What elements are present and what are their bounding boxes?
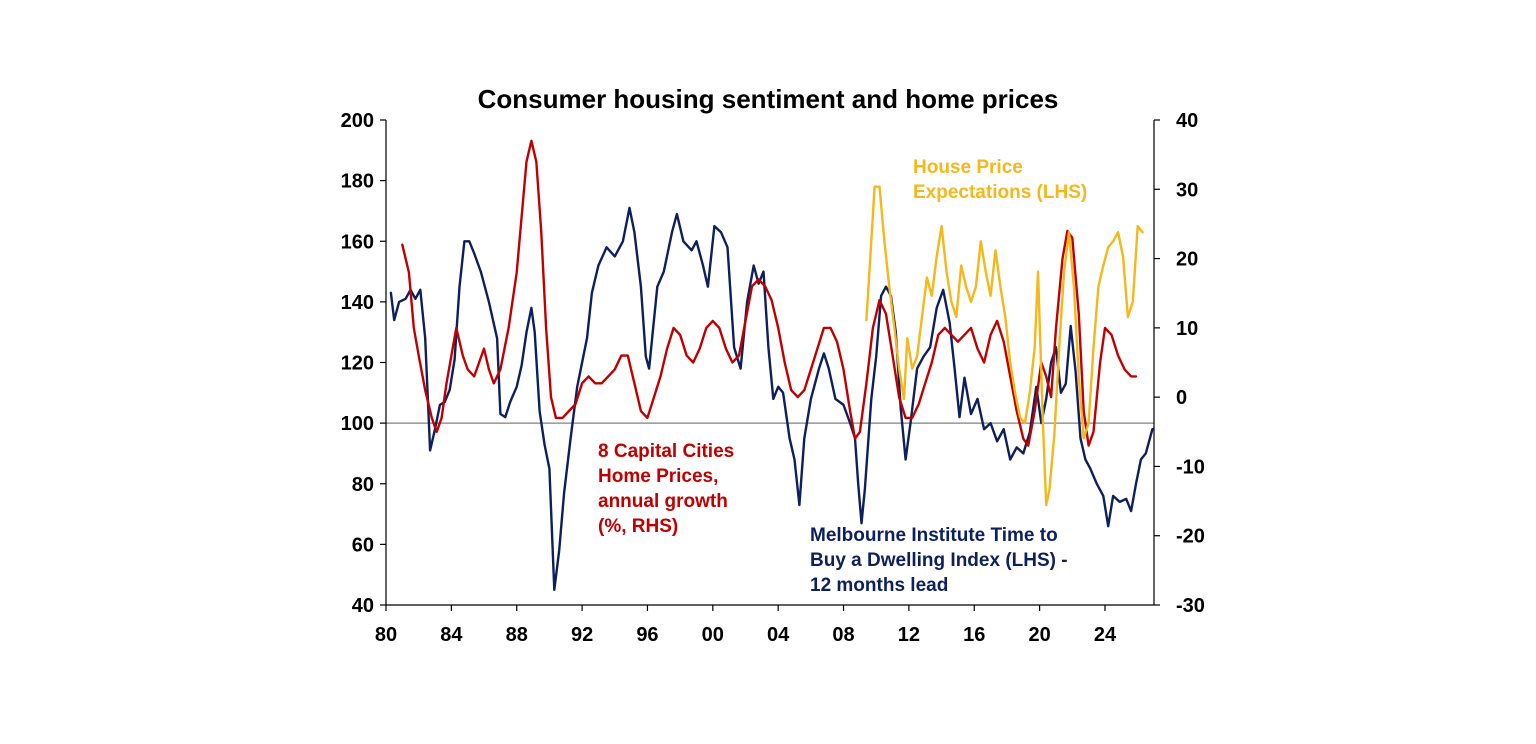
series-layer (389, 139, 1154, 591)
x-tick-label: 16 (963, 624, 985, 646)
y-left-tick-layer: 40 60 80 100 120 140 160 180 200 (341, 110, 386, 617)
y-right-tick-label: 10 (1176, 318, 1198, 340)
y-right-tick-label: 40 (1176, 110, 1198, 132)
series-line-melbourne (389, 206, 1154, 591)
y-left-tick-label: 100 (341, 413, 374, 435)
x-tick-label: 24 (1094, 624, 1117, 646)
y-right-tick-label: -30 (1176, 595, 1205, 617)
x-tick-label: 04 (767, 624, 790, 646)
annotation-melbourne-line-1: Melbourne Institute Time to (810, 525, 1058, 546)
annotation-capital-line-4: (%, RHS) (598, 516, 678, 537)
series-line-capital (401, 139, 1138, 447)
annotation-capital-line-2: Home Prices, (598, 466, 718, 487)
y-right-tick-label: 0 (1176, 387, 1187, 409)
x-tick-label: 92 (571, 624, 593, 646)
x-tick-label: 88 (506, 624, 528, 646)
x-tick-label: 12 (898, 624, 920, 646)
y-right-tick-label: 20 (1176, 249, 1198, 271)
annotation-melbourne-line-3: 12 months lead (810, 575, 948, 596)
y-right-tick-label: 30 (1176, 179, 1198, 201)
x-tick-label: 20 (1028, 624, 1050, 646)
annotation-capital-line-3: annual growth (598, 491, 728, 512)
annotation-expectations-line-2: Expectations (LHS) (913, 182, 1087, 203)
annotation-capital-cities: 8 Capital Cities Home Prices, annual gro… (598, 441, 734, 537)
y-left-tick-label: 80 (352, 474, 374, 496)
annotation-expectations-line-1: House Price (913, 157, 1023, 178)
y-left-tick-label: 200 (341, 110, 374, 132)
x-tick-label: 08 (832, 624, 854, 646)
y-left-tick-label: 60 (352, 534, 374, 556)
y-left-tick-label: 160 (341, 231, 374, 253)
series-line-expectations (865, 185, 1144, 507)
chart-title: Consumer housing sentiment and home pric… (478, 84, 1059, 114)
y-left-tick-label: 120 (341, 353, 374, 375)
y-left-tick-label: 140 (341, 292, 374, 314)
annotation-melbourne-institute: Melbourne Institute Time to Buy a Dwelli… (810, 525, 1068, 596)
y-right-tick-label: -10 (1176, 456, 1205, 478)
x-tick-label: 84 (440, 624, 463, 646)
y-left-tick-label: 180 (341, 171, 374, 193)
annotation-melbourne-line-2: Buy a Dwelling Index (LHS) - (810, 550, 1068, 571)
y-left-tick-label: 40 (352, 595, 374, 617)
annotation-capital-line-1: 8 Capital Cities (598, 441, 734, 462)
x-tick-label: 80 (375, 624, 397, 646)
x-tick-label: 00 (702, 624, 724, 646)
annotation-house-price-expectations: House Price Expectations (LHS) (913, 157, 1087, 203)
y-right-tick-layer: -30 -20 -10 0 10 20 30 40 (1154, 110, 1205, 617)
x-tick-layer: 80 84 88 92 96 00 04 08 12 16 20 24 (375, 605, 1117, 646)
x-tick-label: 96 (636, 624, 658, 646)
y-right-tick-label: -20 (1176, 526, 1205, 548)
